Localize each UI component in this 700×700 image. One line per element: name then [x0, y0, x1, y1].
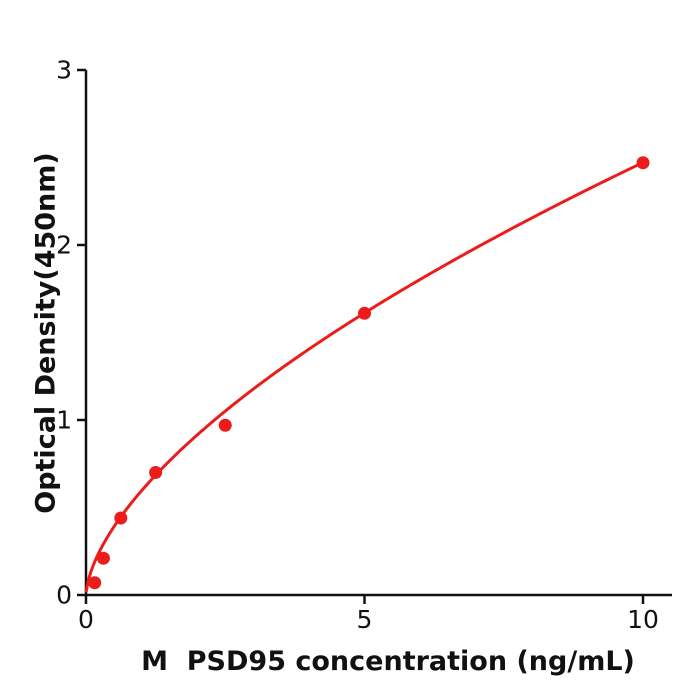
- axis-spines: [84, 70, 672, 597]
- y-tick-label: 0: [56, 581, 72, 610]
- x-axis-title: M PSD95 concentration (ng/mL): [141, 646, 635, 677]
- fit-curve: [84, 160, 645, 593]
- axes: [77, 68, 672, 604]
- data-points: [88, 156, 650, 590]
- y-tick-label: 3: [56, 56, 72, 85]
- data-point: [636, 156, 650, 170]
- data-point: [88, 576, 102, 590]
- x-tick-label: 0: [78, 605, 94, 634]
- y-tick-label: 1: [56, 406, 72, 435]
- data-point: [149, 466, 163, 479]
- fit-curve-line: [84, 160, 645, 593]
- data-point: [218, 418, 232, 432]
- data-point: [114, 511, 128, 525]
- x-tick-label: 10: [627, 605, 659, 634]
- tick-labels: 0 1 2 3 0 5 10: [56, 56, 659, 635]
- y-tick-label: 2: [56, 231, 72, 260]
- data-point: [358, 306, 371, 320]
- data-point: [96, 551, 110, 565]
- y-axis-title: Optical Density(450nm): [30, 152, 62, 514]
- x-tick-label: 5: [357, 605, 373, 634]
